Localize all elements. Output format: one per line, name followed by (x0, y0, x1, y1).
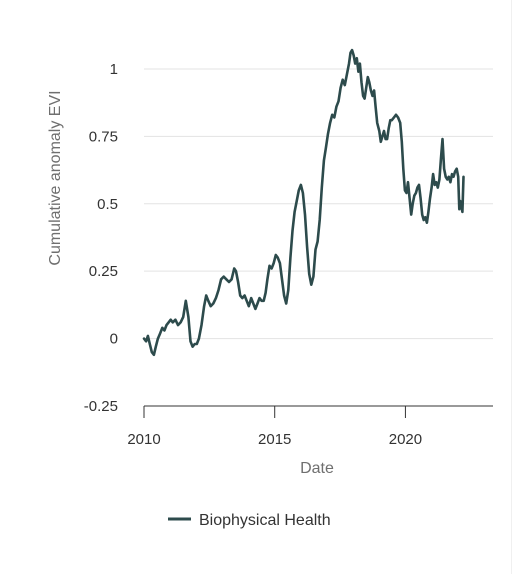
y-tick-label: 0.5 (97, 196, 118, 213)
series-layer (142, 48, 465, 357)
gridlines (144, 68, 493, 340)
y-axis-title: Cumulative anomaly EVI (47, 90, 64, 265)
y-tick-label: -0.25 (84, 398, 118, 415)
y-axis: -0.25 0 0.25 0.5 0.75 1 (84, 61, 118, 415)
y-tick-label: 0.75 (89, 128, 118, 145)
legend-label[interactable]: Biophysical Health (199, 512, 331, 529)
series-line (142, 48, 465, 357)
y-tick-label: 1 (110, 61, 118, 78)
y-tick-label: 0.25 (89, 263, 118, 280)
legend[interactable]: Biophysical Health (168, 512, 331, 529)
x-tick-label: 2010 (127, 431, 160, 448)
x-axis-title: Date (300, 460, 334, 477)
x-tick-label: 2015 (258, 431, 291, 448)
y-tick-label: 0 (110, 331, 118, 348)
x-tick-label: 2020 (389, 431, 422, 448)
x-axis: 2010 2015 2020 (127, 405, 493, 448)
